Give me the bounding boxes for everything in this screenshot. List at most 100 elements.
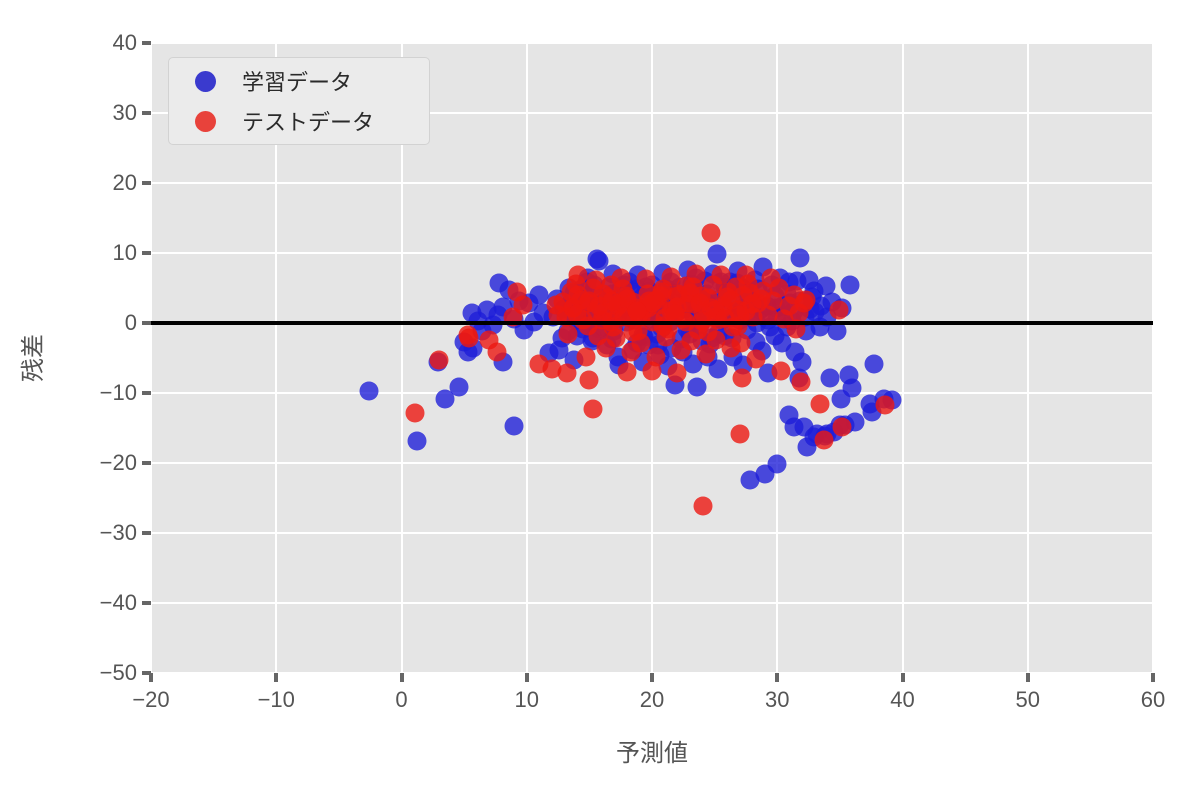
legend-item-test: テストデータ (195, 105, 429, 137)
x-axis-title: 予測値 (616, 740, 688, 767)
grid-line-vertical (1152, 43, 1154, 673)
scatter-point-test (487, 342, 507, 362)
y-tick-mark (142, 41, 151, 45)
grid-line-vertical (150, 43, 152, 673)
scatter-point-test (832, 417, 852, 437)
y-tick-mark (142, 461, 151, 465)
grid-line-horizontal (151, 462, 1153, 464)
scatter-point-train (842, 378, 862, 398)
scatter-point-train (799, 270, 819, 290)
grid-line-horizontal (151, 42, 1153, 44)
y-tick-label: −40 (99, 590, 137, 615)
scatter-point-train (504, 416, 524, 436)
scatter-point-train (435, 389, 455, 409)
grid-line-vertical (275, 43, 278, 673)
scatter-point-train (529, 285, 549, 305)
scatter-point-test (558, 324, 578, 343)
scatter-point-test (667, 363, 687, 383)
y-tick-mark (142, 181, 151, 185)
y-tick-label: −10 (99, 380, 137, 405)
x-tick-label: −10 (257, 687, 295, 712)
x-tick-label: 10 (514, 687, 539, 712)
zero-reference-line (151, 321, 1153, 325)
test-marker-icon (195, 110, 216, 132)
legend-box: 学習データ テストデータ (168, 57, 430, 145)
y-tick-mark (142, 111, 151, 115)
x-tick-mark (775, 673, 780, 682)
y-tick-label: 20 (112, 170, 137, 195)
scatter-point-test (875, 395, 895, 415)
x-tick-label: 50 (1015, 687, 1040, 712)
grid-line-horizontal (151, 392, 1153, 394)
y-tick-label: −50 (99, 660, 137, 685)
scatter-point-test (696, 344, 716, 364)
scatter-point-train (687, 377, 707, 397)
x-tick-mark (274, 673, 279, 682)
scatter-point-test (693, 496, 713, 516)
grid-line-vertical (776, 43, 779, 673)
scatter-point-train (785, 342, 805, 362)
scatter-point-train (449, 377, 469, 397)
scatter-point-test (730, 424, 750, 444)
y-tick-label: 30 (112, 100, 137, 125)
y-tick-label: 10 (112, 240, 137, 265)
scatter-point-train (707, 244, 727, 264)
scatter-point-test (810, 394, 830, 413)
scatter-point-test (732, 368, 752, 388)
grid-line-horizontal (151, 532, 1153, 534)
x-tick-label: 0 (395, 687, 408, 712)
grid-line-vertical (525, 43, 528, 673)
scatter-point-test (513, 295, 533, 315)
y-tick-mark (142, 251, 151, 255)
y-tick-mark (142, 671, 151, 675)
y-tick-label: −30 (99, 520, 137, 545)
grid-line-horizontal (151, 602, 1153, 604)
scatter-point-train (740, 470, 760, 490)
x-tick-label: 20 (639, 687, 665, 712)
scatter-point-test (602, 291, 622, 311)
scatter-point-train (407, 431, 427, 451)
x-tick-label: 60 (1140, 687, 1166, 712)
x-tick-mark (900, 673, 905, 682)
x-tick-mark (399, 673, 404, 682)
scatter-point-test (566, 274, 586, 294)
scatter-point-test (429, 350, 449, 370)
x-tick-label: −20 (132, 687, 170, 712)
scatter-point-test (690, 293, 710, 313)
grid-line-horizontal (151, 112, 1153, 114)
grid-line-horizontal (151, 182, 1153, 184)
scatter-point-test (665, 304, 685, 324)
scatter-point-test (576, 347, 596, 367)
y-axis-title: 残差 (20, 334, 47, 382)
scatter-point-train (827, 321, 847, 341)
x-tick-label: 30 (765, 687, 790, 712)
x-tick-mark (1025, 673, 1030, 682)
scatter-point-test (606, 328, 626, 348)
scatter-point-test (542, 359, 562, 378)
scatter-point-test (746, 349, 766, 369)
scatter-point-test (586, 270, 606, 290)
scatter-point-test (642, 361, 662, 381)
scatter-point-test (623, 322, 643, 342)
y-tick-label: 0 (124, 310, 137, 335)
grid-line-vertical (400, 43, 403, 673)
x-tick-mark (650, 673, 654, 682)
scatter-point-test (636, 269, 656, 289)
scatter-point-test (557, 363, 577, 383)
y-tick-mark (142, 531, 151, 535)
scatter-point-test (681, 331, 701, 351)
scatter-point-train (816, 276, 836, 296)
scatter-point-test (617, 362, 637, 382)
x-tick-mark (1151, 673, 1155, 682)
scatter-point-test (740, 283, 760, 303)
scatter-point-train (790, 248, 810, 268)
scatter-point-test (717, 287, 737, 307)
train-marker-icon (195, 70, 216, 92)
legend-label-train: 学習データ (242, 70, 353, 95)
scatter-point-test (661, 267, 681, 287)
scatter-point-test (796, 290, 816, 310)
grid-line-vertical (901, 43, 904, 673)
scatter-point-test (829, 300, 849, 320)
scatter-point-test (731, 333, 751, 353)
x-tick-mark (524, 673, 529, 682)
